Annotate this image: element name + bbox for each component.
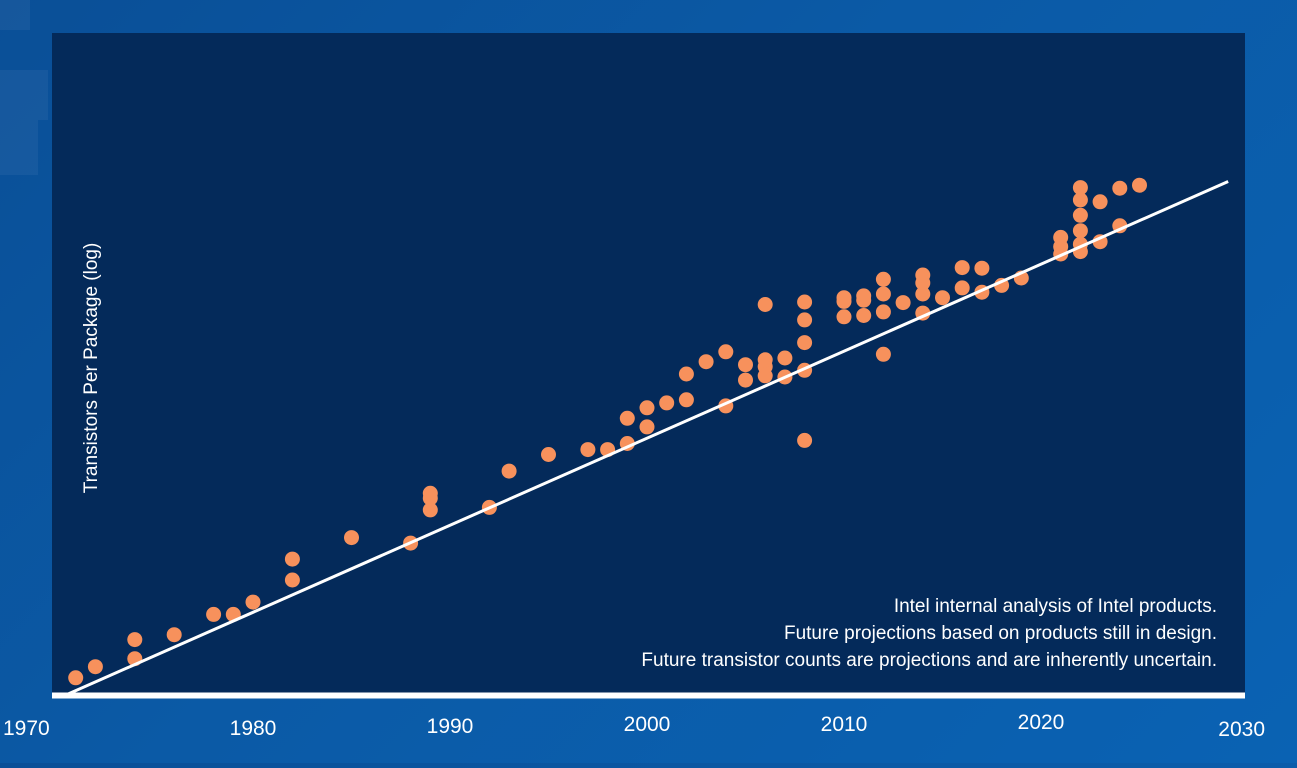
data-point bbox=[1112, 180, 1128, 196]
background-tile bbox=[0, 120, 38, 175]
data-point bbox=[639, 419, 655, 435]
data-point bbox=[954, 280, 970, 296]
plot-area bbox=[52, 33, 1245, 694]
data-point bbox=[678, 392, 694, 408]
x-tick-label: 2000 bbox=[624, 713, 671, 736]
data-point bbox=[284, 572, 300, 588]
data-point bbox=[738, 372, 753, 388]
data-point bbox=[344, 530, 359, 546]
data-point bbox=[875, 304, 891, 320]
data-point bbox=[738, 357, 753, 373]
data-point bbox=[875, 271, 891, 287]
data-point bbox=[639, 400, 655, 416]
y-axis-label: Transistors Per Package (log) bbox=[81, 243, 102, 494]
data-point bbox=[935, 290, 950, 306]
data-point bbox=[1072, 207, 1088, 223]
data-point bbox=[875, 346, 891, 362]
x-tick-label: 2030 bbox=[1218, 718, 1265, 741]
data-point bbox=[875, 286, 891, 302]
data-point bbox=[166, 627, 182, 643]
data-point bbox=[895, 295, 911, 311]
data-point bbox=[954, 260, 970, 276]
data-point bbox=[797, 312, 813, 328]
data-point bbox=[836, 290, 852, 306]
data-point bbox=[718, 344, 734, 360]
data-point bbox=[422, 485, 438, 501]
data-point bbox=[206, 606, 222, 622]
background-tile bbox=[0, 70, 48, 120]
data-point bbox=[974, 260, 990, 276]
data-point bbox=[757, 352, 773, 368]
annotation-line-2: Future projections based on products sti… bbox=[784, 623, 1217, 644]
data-point bbox=[284, 551, 300, 567]
data-point bbox=[659, 395, 675, 411]
x-tick-label: 1990 bbox=[427, 715, 474, 738]
data-point bbox=[797, 335, 813, 351]
data-point bbox=[915, 286, 931, 302]
data-point bbox=[422, 502, 438, 518]
data-point bbox=[541, 447, 556, 462]
x-tick-label: 2020 bbox=[1018, 711, 1065, 734]
data-point bbox=[698, 354, 714, 370]
data-point bbox=[127, 632, 143, 648]
data-point bbox=[1072, 223, 1088, 239]
data-point bbox=[87, 659, 103, 675]
x-tick-label: 1970 bbox=[3, 717, 50, 740]
data-point bbox=[1072, 192, 1088, 208]
data-point bbox=[836, 309, 852, 325]
data-point bbox=[915, 267, 931, 283]
annotation-block: Intel internal analysis of Intel product… bbox=[641, 596, 1217, 671]
data-point bbox=[797, 432, 813, 448]
data-point bbox=[856, 308, 872, 323]
scatter-points bbox=[68, 177, 1147, 686]
annotation-line-3: Future transistor counts are projections… bbox=[641, 650, 1217, 671]
background-tile bbox=[0, 0, 30, 30]
data-point bbox=[1132, 177, 1147, 193]
x-tick-label: 2010 bbox=[821, 713, 868, 736]
data-point bbox=[678, 366, 694, 382]
data-point bbox=[757, 297, 773, 312]
data-point bbox=[501, 463, 517, 479]
data-point bbox=[777, 350, 793, 366]
x-axis-ticks: 1970 1980 1990 2000 2010 2020 2030 bbox=[3, 711, 1265, 741]
data-point bbox=[797, 294, 813, 310]
data-point bbox=[1053, 229, 1069, 245]
data-point bbox=[580, 442, 596, 458]
data-point bbox=[1072, 180, 1088, 196]
data-point bbox=[245, 594, 261, 610]
trend-line bbox=[65, 180, 1229, 697]
data-point bbox=[856, 288, 872, 304]
data-point bbox=[68, 670, 84, 686]
data-point bbox=[619, 410, 635, 426]
annotation-line-1: Intel internal analysis of Intel product… bbox=[894, 596, 1217, 617]
x-tick-label: 1980 bbox=[230, 717, 277, 740]
data-point bbox=[1092, 194, 1108, 210]
